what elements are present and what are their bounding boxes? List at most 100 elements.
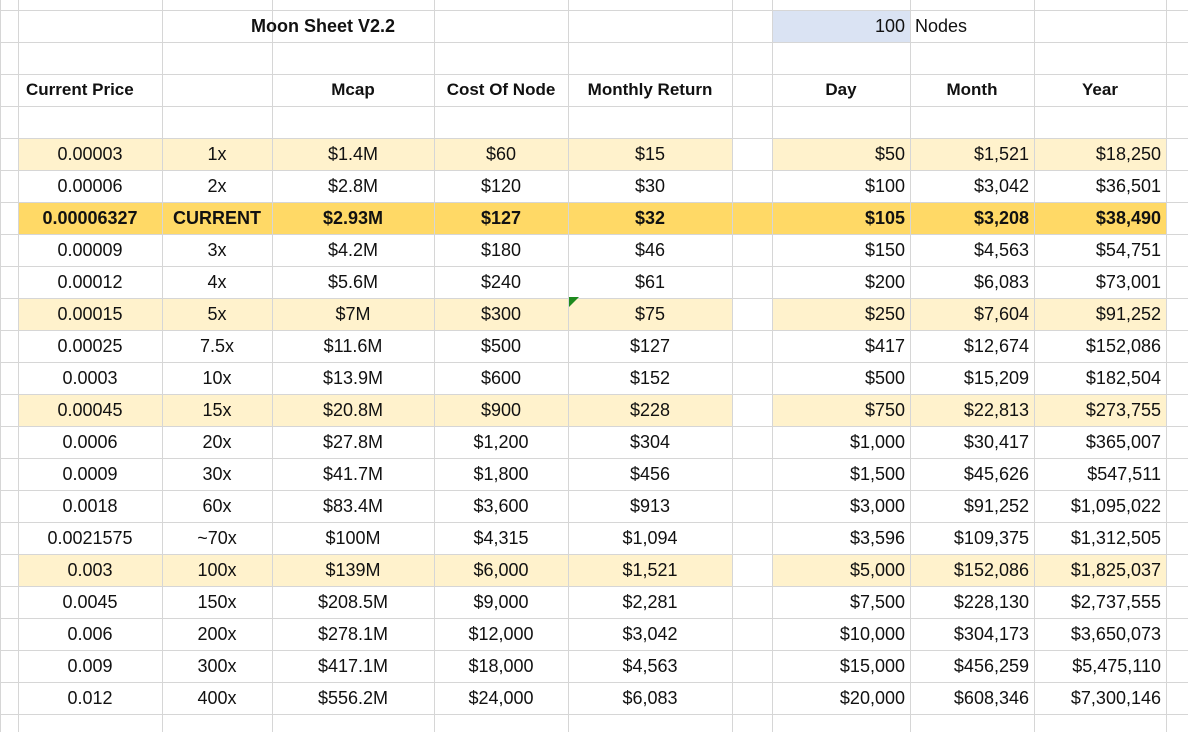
cell: 0.0003 <box>62 368 118 388</box>
cell: $18,000 <box>468 656 534 676</box>
column-line <box>18 0 19 732</box>
cell: 60x <box>202 496 232 516</box>
row-line <box>0 10 1188 11</box>
cell: $1,095,022 <box>1070 496 1161 516</box>
row-line <box>0 682 1188 683</box>
cell: $75 <box>634 304 666 324</box>
cell-fill <box>772 10 910 42</box>
cell: $105 <box>864 208 905 228</box>
cell: $10,000 <box>839 624 905 644</box>
cell: $417.1M <box>317 656 389 676</box>
cell: $127 <box>629 336 671 356</box>
row-line <box>0 714 1188 715</box>
cell: 0.012 <box>67 688 113 708</box>
row-line <box>0 42 1188 43</box>
cell: 200x <box>197 624 237 644</box>
cell: Current Price <box>26 80 134 99</box>
cell: $208.5M <box>317 592 389 612</box>
cell-fill <box>772 298 1166 330</box>
column-line <box>568 0 569 732</box>
cell: $365,007 <box>1085 432 1161 452</box>
cell: $1,000 <box>849 432 905 452</box>
cell: $913 <box>629 496 671 516</box>
cell: $228 <box>629 400 671 420</box>
row-line <box>0 234 1188 235</box>
column-line <box>1034 0 1035 732</box>
cell: Mcap <box>331 80 375 99</box>
cell: Year <box>1082 80 1118 99</box>
cell: $556.2M <box>317 688 389 708</box>
cell: $240 <box>480 272 522 292</box>
cell: $3,596 <box>849 528 905 548</box>
cell: $600 <box>480 368 522 388</box>
cell: $300 <box>480 304 522 324</box>
cell: 7.5x <box>199 336 235 356</box>
cell: $4,563 <box>622 656 678 676</box>
cell: $20.8M <box>322 400 384 420</box>
cell-fill <box>18 554 732 586</box>
cell: 0.00006 <box>57 176 123 196</box>
cell: 5x <box>207 304 227 324</box>
cell: 4x <box>207 272 227 292</box>
row-line <box>0 202 1188 203</box>
cell: $109,375 <box>953 528 1029 548</box>
cell: $15,000 <box>839 656 905 676</box>
cell: $4,563 <box>973 240 1029 260</box>
cell: 10x <box>202 368 232 388</box>
row-line <box>0 266 1188 267</box>
cell: $456 <box>629 464 671 484</box>
column-line <box>162 0 163 732</box>
cell: $150 <box>864 240 905 260</box>
cell: $7,500 <box>849 592 905 612</box>
cell-fill <box>18 202 1166 234</box>
cell: $1,200 <box>473 432 529 452</box>
row-line <box>0 298 1188 299</box>
cell: $4,315 <box>473 528 529 548</box>
cell: $18,250 <box>1095 144 1161 164</box>
cell: $304,173 <box>953 624 1029 644</box>
cell: $1,094 <box>622 528 678 548</box>
row-line <box>0 490 1188 491</box>
cell: 150x <box>197 592 237 612</box>
cell: $1,825,037 <box>1070 560 1161 580</box>
cell: $38,490 <box>1095 208 1161 228</box>
cell: $46 <box>634 240 666 260</box>
column-line <box>1166 0 1167 732</box>
cell: $9,000 <box>473 592 529 612</box>
column-line <box>732 0 733 732</box>
cell: $73,001 <box>1095 272 1161 292</box>
cell: 0.00006327 <box>42 208 138 228</box>
cell: $6,083 <box>622 688 678 708</box>
cell: $4.2M <box>327 240 379 260</box>
cell: $7M <box>335 304 371 324</box>
cell: $3,042 <box>973 176 1029 196</box>
cell: $228,130 <box>953 592 1029 612</box>
cell: Nodes <box>915 16 968 36</box>
cell: 0.0045 <box>62 592 118 612</box>
cell: 1x <box>207 144 227 164</box>
cell: Cost Of Node <box>446 80 556 99</box>
cell: 0.009 <box>67 656 113 676</box>
cell: ~70x <box>197 528 237 548</box>
cell: 0.00012 <box>57 272 123 292</box>
cell: $1.4M <box>327 144 379 164</box>
cell: $273,755 <box>1085 400 1161 420</box>
cell: 20x <box>202 432 232 452</box>
column-line <box>772 0 773 732</box>
cell: $1,500 <box>849 464 905 484</box>
column-line <box>434 0 435 732</box>
cell: $5,475,110 <box>1072 656 1161 676</box>
cell: $54,751 <box>1095 240 1161 260</box>
cell: 100 <box>874 16 905 36</box>
column-line <box>910 0 911 732</box>
row-line <box>0 362 1188 363</box>
cell-fill <box>772 138 1166 170</box>
cell: $30 <box>634 176 666 196</box>
cell: $27.8M <box>322 432 384 452</box>
cell-fill <box>18 138 732 170</box>
cell: $456,259 <box>953 656 1029 676</box>
cell: $1,312,505 <box>1070 528 1161 548</box>
cell: 0.00025 <box>57 336 123 356</box>
cell: $547,511 <box>1087 464 1161 484</box>
